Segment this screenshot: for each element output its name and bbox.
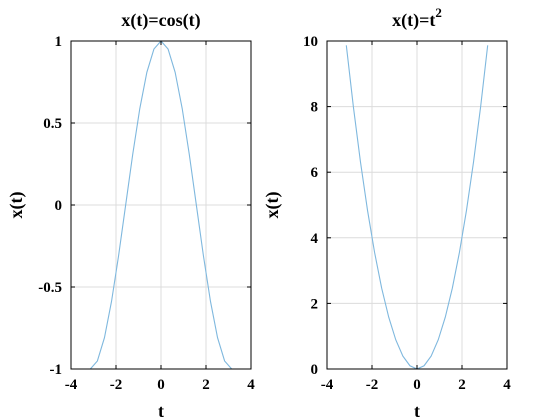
tick-marks [326,40,508,370]
y-tick-label: 4 [311,231,319,247]
x-axis-label: t [158,401,164,419]
y-tick-labels: -1 -0.5 0 0.5 1 [38,34,62,378]
x-tick-label: 2 [202,377,210,393]
x-tick-label: 2 [458,377,466,393]
y-tick-label: 2 [311,296,319,312]
grid-lines [327,41,507,369]
cos-subplot: -4 -2 0 2 4 -1 -0.5 0 0.5 1 x(t)=cos(t) t x(t) [6,10,255,419]
y-axis-label: x(t) [262,192,283,219]
x-tick-label: -2 [366,377,379,393]
x-axis-label: t [414,401,420,419]
chart-title-base: x(t)=t [392,10,435,31]
y-tick-label: 0 [311,362,319,378]
y-tick-label: 10 [303,34,318,50]
x-tick-labels: -4 -2 0 2 4 [65,377,256,393]
x-tick-label: -2 [110,377,123,393]
y-tick-label: 1 [55,34,63,50]
y-tick-label: -1 [50,362,63,378]
y-tick-label: 6 [311,165,319,181]
y-tick-label: 0 [55,198,63,214]
y-axis-label: x(t) [6,192,27,219]
x-tick-label: 0 [157,377,165,393]
x-tick-label: 4 [247,377,255,393]
chart-title: x(t)=t2 [392,5,442,31]
y-tick-labels: 0 2 4 6 8 10 [303,34,319,378]
chart-title: x(t)=cos(t) [121,10,200,31]
y-tick-label: -0.5 [38,280,62,296]
tick-marks [70,40,252,370]
x-tick-label: -4 [321,377,334,393]
y-tick-label: 8 [311,100,319,116]
chart-title-superscript: 2 [435,5,442,20]
y-tick-label: 0.5 [43,116,62,132]
x-tick-label: 0 [413,377,421,393]
x-tick-label: -4 [65,377,78,393]
x-tick-label: 4 [503,377,511,393]
grid-lines [71,41,251,369]
x-tick-labels: -4 -2 0 2 4 [321,377,512,393]
